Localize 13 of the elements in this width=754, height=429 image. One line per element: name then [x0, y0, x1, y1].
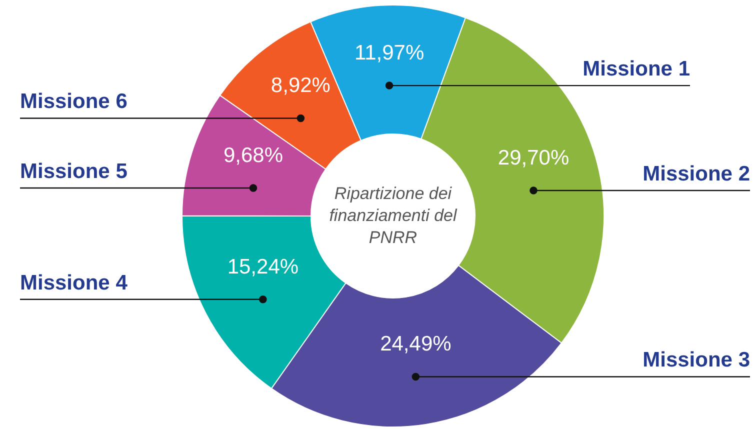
slice-label: Missione 3	[642, 348, 750, 372]
slice-label: Missione 4	[20, 271, 128, 294]
data-label: 29,70%	[498, 146, 570, 170]
data-label: 8,92%	[270, 74, 330, 98]
data-label: 9,68%	[223, 144, 284, 168]
text: Ripartizione dei finanziamenti del PNRR	[328, 183, 458, 249]
slice-label: Missione 2	[642, 162, 750, 186]
data-label: 15,24%	[227, 255, 299, 278]
data-label: 11,97%	[354, 42, 424, 65]
slice-label: Missione 5	[20, 160, 128, 184]
slice-label: Missione 1	[582, 58, 690, 81]
data-label: 24,49%	[380, 332, 452, 356]
slice-label: Missione 6	[20, 90, 128, 114]
